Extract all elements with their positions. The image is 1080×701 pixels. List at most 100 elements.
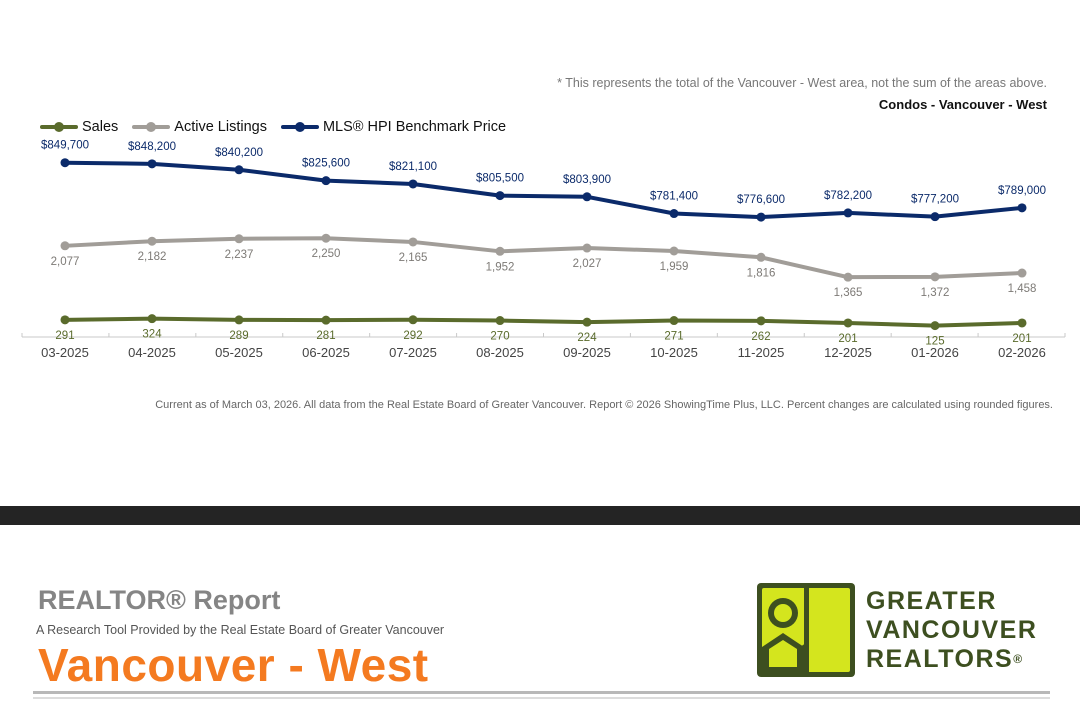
data-point-sales: [321, 315, 331, 325]
data-point-sales: [147, 314, 157, 324]
data-point-hpi-price: [1017, 203, 1027, 213]
data-label-active-listings: 2,027: [573, 258, 602, 270]
data-label-hpi-price: $821,100: [389, 161, 437, 173]
data-label-sales: 271: [664, 331, 683, 343]
x-tick-label: 09-2025: [563, 345, 611, 360]
data-source-note: Current as of March 03, 2026. All data f…: [155, 399, 1053, 411]
data-point-sales: [582, 317, 592, 327]
data-point-hpi-price: [60, 158, 70, 168]
data-point-sales: [930, 321, 940, 331]
data-label-sales: 292: [403, 330, 422, 342]
data-point-active-listings: [843, 272, 853, 282]
data-point-active-listings: [669, 246, 679, 256]
x-tick-label: 11-2025: [738, 345, 785, 360]
data-label-hpi-price: $776,600: [737, 194, 785, 206]
data-label-active-listings: 2,250: [312, 248, 341, 260]
data-point-active-listings: [234, 234, 244, 244]
data-point-sales: [60, 315, 70, 325]
data-point-hpi-price: [669, 209, 679, 219]
legend-label-hpi-price: MLS® HPI Benchmark Price: [322, 119, 507, 135]
x-tick-label: 06-2025: [302, 345, 350, 360]
data-label-hpi-price: $781,400: [650, 191, 698, 203]
line-chart: 03-2025 04-2025 05-2025 06-2025 07-2025 08-20…: [21, 140, 1066, 360]
x-tick-label: 07-2025: [389, 345, 437, 360]
data-point-hpi-price: [930, 212, 940, 222]
data-point-hpi-price: [495, 191, 505, 201]
x-tick-label: 08-2025: [476, 345, 524, 360]
data-point-hpi-price: [147, 159, 157, 169]
series-line-hpi-price: [63, 160, 1024, 220]
data-label-sales: 224: [577, 332, 597, 344]
series-line-sales: [63, 316, 1024, 328]
data-label-sales: 270: [490, 331, 509, 343]
data-label-sales: 125: [925, 336, 944, 348]
data-label-active-listings: 2,237: [225, 249, 254, 261]
data-point-active-listings: [930, 272, 940, 282]
data-label-sales: 201: [838, 333, 857, 345]
chart-subtitle: Condos - Vancouver - West: [878, 97, 1047, 112]
data-label-sales: 281: [316, 330, 335, 342]
data-label-hpi-price: $849,700: [41, 140, 89, 152]
legend-swatch-active-listings: [132, 122, 171, 132]
data-label-sales: 324: [142, 329, 162, 341]
data-label-sales: 262: [751, 331, 770, 343]
greater-vancouver-realtors-logo-icon: [757, 583, 855, 677]
data-point-active-listings: [756, 252, 766, 262]
data-label-active-listings: 2,165: [399, 252, 428, 264]
data-label-hpi-price: $848,200: [128, 141, 176, 153]
legend-label-active-listings: Active Listings: [174, 119, 267, 135]
series-line-active-listings: [63, 236, 1024, 280]
data-point-active-listings: [60, 241, 70, 251]
x-tick-label: 05-2025: [215, 345, 263, 360]
data-label-hpi-price: $803,900: [563, 174, 611, 186]
data-label-sales: 291: [55, 330, 74, 342]
report-description: A Research Tool Provided by the Real Est…: [36, 623, 445, 637]
x-tick-label: 10-2025: [650, 345, 698, 360]
divider-line: [33, 691, 1050, 694]
data-point-sales: [756, 316, 766, 326]
data-point-hpi-price: [582, 192, 592, 202]
data-point-active-listings: [582, 243, 592, 253]
brand-line-1: GREATER: [866, 587, 997, 615]
x-tick-label: 12-2025: [824, 345, 872, 360]
data-label-hpi-price: $777,200: [911, 194, 959, 206]
data-label-active-listings: 2,182: [138, 251, 167, 263]
divider-band: [0, 506, 1080, 525]
data-point-sales: [1017, 318, 1027, 328]
x-tick-label: 04-2025: [128, 345, 176, 360]
legend-swatch-hpi-price: [280, 122, 319, 132]
data-point-active-listings: [495, 246, 505, 256]
data-point-active-listings: [321, 233, 331, 243]
area-title: Vancouver - West: [38, 639, 429, 691]
data-label-hpi-price: $805,500: [476, 173, 524, 185]
data-label-hpi-price: $825,600: [302, 158, 350, 170]
data-point-sales: [669, 316, 679, 326]
x-tick-label: 02-2026: [998, 345, 1046, 360]
data-label-hpi-price: $840,200: [215, 147, 263, 159]
brand-line-2: VANCOUVER: [866, 616, 1038, 644]
brand-line-3-text: REALTORS: [866, 645, 1014, 673]
data-point-sales: [408, 315, 418, 325]
legend-item-sales: Sales: [40, 119, 118, 135]
data-point-hpi-price: [756, 212, 766, 222]
data-label-active-listings: 1,816: [747, 267, 776, 279]
data-point-hpi-price: [234, 165, 244, 175]
data-label-active-listings: 1,952: [486, 261, 515, 273]
data-label-active-listings: 1,959: [660, 261, 689, 273]
data-label-active-listings: 1,458: [1008, 283, 1037, 295]
registered-mark: ®: [1013, 652, 1023, 666]
x-tick-label: 01-2026: [911, 345, 959, 360]
data-point-active-listings: [1017, 268, 1027, 278]
data-label-active-listings: 1,365: [834, 287, 863, 299]
data-point-sales: [843, 318, 853, 328]
data-label-hpi-price: $782,200: [824, 190, 872, 202]
legend-label-sales: Sales: [82, 119, 119, 135]
data-point-hpi-price: [408, 179, 418, 189]
legend-swatch-sales: [40, 122, 78, 132]
chart-legend: Sales Active Listings MLS® HPI Benchmark…: [40, 119, 506, 135]
data-point-sales: [234, 315, 244, 325]
data-point-active-listings: [147, 236, 157, 246]
data-point-hpi-price: [321, 176, 331, 186]
brand-wordmark: GREATER VANCOUVER REALTORS®: [866, 587, 1037, 674]
report-title: REALTOR® Report: [38, 585, 281, 615]
